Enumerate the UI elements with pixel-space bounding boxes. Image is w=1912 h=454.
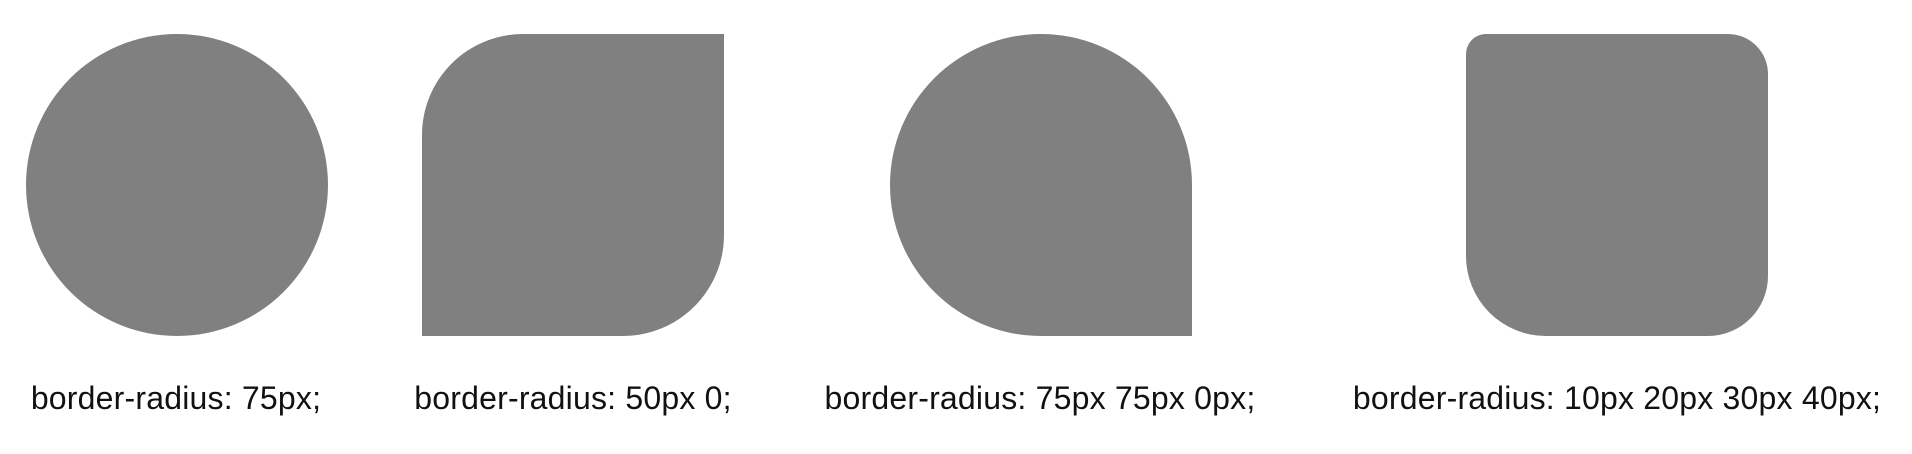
rounded-shape-2 bbox=[422, 34, 724, 336]
rounded-shape-1 bbox=[26, 34, 328, 336]
caption-4: border-radius: 10px 20px 30px 40px; bbox=[1352, 380, 1882, 416]
caption-2: border-radius: 50px 0; bbox=[414, 380, 732, 416]
caption-3: border-radius: 75px 75px 0px; bbox=[824, 380, 1256, 416]
rounded-shape-3 bbox=[890, 34, 1192, 336]
caption-1: border-radius: 75px; bbox=[30, 380, 322, 416]
rounded-shape-4 bbox=[1466, 34, 1768, 336]
